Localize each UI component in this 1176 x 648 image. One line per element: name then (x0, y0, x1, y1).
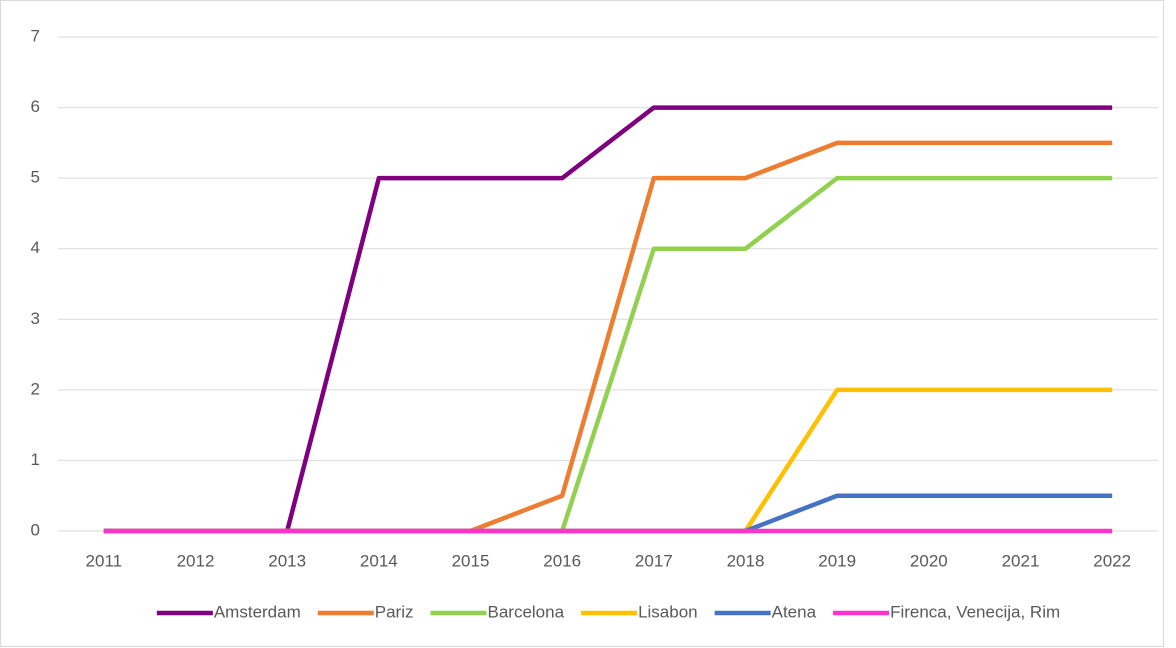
legend-label: Pariz (375, 602, 414, 621)
legend-label: Atena (772, 602, 817, 621)
y-tick-label: 3 (31, 309, 40, 328)
y-tick-label: 5 (31, 168, 40, 187)
legend-label: Barcelona (488, 602, 565, 621)
x-tick-label: 2020 (910, 551, 948, 570)
x-tick-label: 2016 (543, 551, 581, 570)
x-tick-label: 2011 (86, 551, 123, 570)
legend-label: Firenca, Venecija, Rim (890, 602, 1060, 621)
x-tick-label: 2018 (727, 551, 765, 570)
y-tick-label: 6 (31, 97, 40, 116)
y-tick-label: 4 (31, 238, 40, 257)
x-tick-label: 2014 (360, 551, 398, 570)
x-tick-label: 2022 (1093, 551, 1131, 570)
y-tick-label: 2 (31, 379, 40, 398)
legend-label: Lisabon (638, 602, 698, 621)
legend-label: Amsterdam (214, 602, 301, 621)
y-tick-label: 7 (31, 26, 40, 45)
x-tick-label: 2015 (452, 551, 490, 570)
x-tick-label: 2021 (1002, 551, 1040, 570)
y-tick-label: 1 (31, 450, 40, 469)
y-tick-label: 0 (31, 520, 40, 539)
x-tick-label: 2013 (268, 551, 306, 570)
x-tick-label: 2012 (177, 551, 215, 570)
x-tick-label: 2017 (635, 551, 673, 570)
x-tick-label: 2019 (818, 551, 856, 570)
